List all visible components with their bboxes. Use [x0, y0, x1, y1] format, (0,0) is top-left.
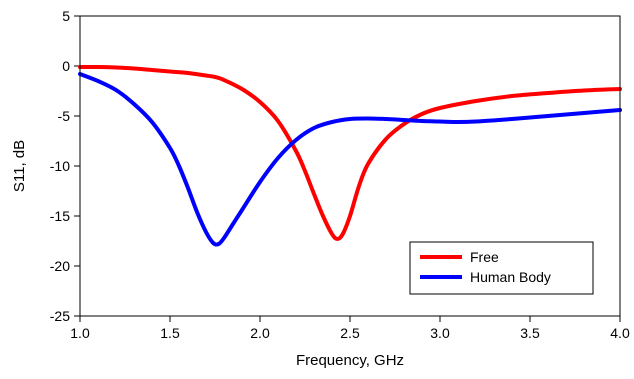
series-line-free — [78, 64, 622, 241]
legend-label-human-body: Human Body — [470, 269, 551, 285]
y-axis-title: S11, dB — [11, 140, 28, 192]
x-tick-label: 1.5 — [160, 325, 180, 341]
x-tick-label: 4.0 — [610, 325, 630, 341]
y-tick-label: 5 — [62, 8, 70, 24]
x-tick-label: 3.5 — [520, 325, 540, 341]
y-tick-label: -10 — [50, 158, 70, 174]
x-axis-title: Frequency, GHz — [296, 352, 404, 369]
x-tick-label: 2.0 — [250, 325, 270, 341]
legend-label-free: Free — [470, 249, 499, 265]
series-line-human-body — [78, 72, 622, 247]
y-tick-label: -20 — [50, 258, 70, 274]
plot-area-frame — [79, 15, 621, 317]
y-tick-label: 0 — [62, 58, 70, 74]
x-tick-label: 1.0 — [70, 325, 90, 341]
y-tick-label: -5 — [58, 108, 71, 124]
y-tick-label: -15 — [50, 208, 70, 224]
y-tick-label: -25 — [50, 308, 70, 324]
legend-box — [409, 241, 594, 295]
x-tick-label: 3.0 — [430, 325, 450, 341]
x-tick-label: 2.5 — [340, 325, 360, 341]
legend: Free Human Body — [409, 241, 594, 295]
